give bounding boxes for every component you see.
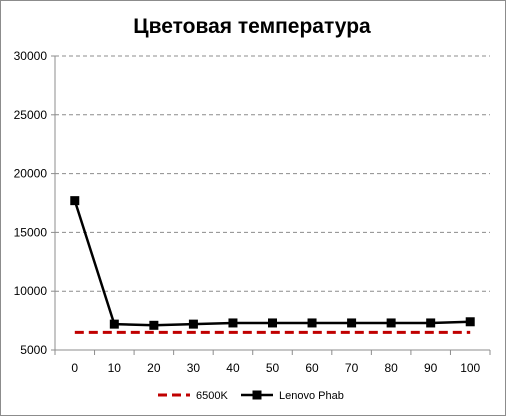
x-tick-label: 0: [71, 361, 78, 375]
data-point-marker: [386, 318, 396, 328]
data-point-marker: [347, 318, 357, 328]
legend-marker: [252, 390, 262, 400]
legend: 6500K Lenovo Phab: [158, 390, 344, 402]
x-tick-label: 60: [305, 361, 319, 375]
data-point-marker: [307, 318, 317, 328]
data-point-marker: [268, 318, 277, 328]
data-point-marker: [109, 319, 119, 329]
x-tick-label: 80: [384, 361, 398, 375]
x-tick-label: 100: [460, 361, 480, 375]
data-point-marker: [188, 319, 198, 329]
series-group: [70, 196, 475, 334]
legend-label: 6500K: [196, 390, 228, 402]
y-tick-label: 10000: [14, 284, 48, 298]
chart-title: Цветовая температура: [133, 15, 371, 38]
series-line-1: [73, 200, 471, 327]
data-point-marker: [149, 320, 159, 330]
y-tick-label: 5000: [20, 343, 47, 357]
data-point-marker: [228, 318, 238, 328]
x-tick-label: 50: [266, 361, 280, 375]
x-tick-label: 10: [108, 361, 122, 375]
x-tick-label: 70: [345, 361, 359, 375]
y-tick-label: 30000: [14, 49, 48, 63]
legend-label: Lenovo Phab: [279, 390, 344, 402]
y-tick-label: 15000: [14, 225, 48, 239]
axes: [51, 55, 491, 355]
data-point-marker: [426, 318, 436, 328]
y-tick-label: 25000: [14, 108, 48, 122]
grid-lines: [55, 55, 490, 292]
y-tick-label: 20000: [14, 167, 48, 181]
data-point-marker: [465, 317, 475, 327]
x-tick-label: 90: [424, 361, 438, 375]
x-tick-label: 20: [147, 361, 161, 375]
y-tick-labels: 5000 10000 15000 20000 25000 30000: [14, 49, 48, 357]
x-tick-label: 30: [187, 361, 201, 375]
x-tick-labels: 0 10 20 30 40 50 60 70 80 90 100: [71, 361, 480, 375]
x-tick-label: 40: [226, 361, 240, 375]
data-point-marker: [70, 196, 80, 206]
